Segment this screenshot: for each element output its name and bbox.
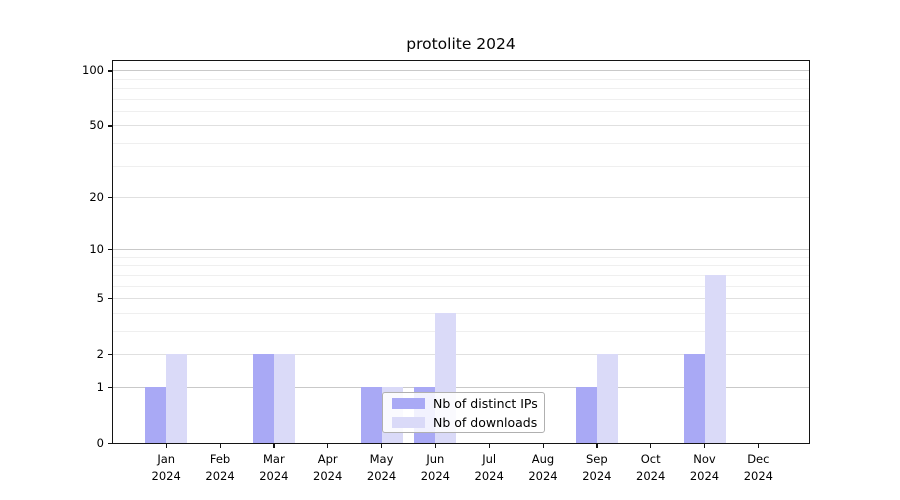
gridline-90 bbox=[113, 78, 809, 80]
ytick-label-5: 5 bbox=[96, 290, 104, 305]
gridline-50 bbox=[113, 125, 809, 127]
gridline-70 bbox=[113, 98, 809, 100]
ytick-mark-0 bbox=[108, 442, 112, 444]
legend-entry-downloads: Nb of downloads bbox=[392, 415, 544, 430]
xtick-mark-Nov bbox=[704, 444, 706, 448]
gridline-20 bbox=[113, 196, 809, 198]
bar-downloads-Mar bbox=[273, 354, 295, 443]
xtick-mark-Feb bbox=[219, 444, 221, 448]
bar-distinct-ips-May bbox=[360, 387, 382, 443]
legend-entry-distinct-ips: Nb of distinct IPs bbox=[392, 396, 544, 411]
xtick-label-Aug: Aug 2024 bbox=[528, 452, 558, 484]
xtick-mark-Mar bbox=[273, 444, 275, 448]
xtick-label-Sep: Sep 2024 bbox=[582, 452, 612, 484]
bar-distinct-ips-Nov bbox=[683, 354, 705, 443]
xtick-label-Jul: Jul 2024 bbox=[474, 452, 504, 484]
ytick-mark-2 bbox=[108, 353, 112, 356]
xtick-label-May: May 2024 bbox=[366, 452, 397, 484]
legend-label-downloads: Nb of downloads bbox=[433, 414, 538, 430]
xtick-mark-Aug bbox=[542, 444, 544, 448]
ytick-mark-5 bbox=[108, 297, 112, 300]
ytick-mark-10 bbox=[108, 249, 112, 251]
ytick-label-100: 100 bbox=[82, 63, 104, 78]
gridline-5 bbox=[113, 297, 809, 299]
gridline-3 bbox=[113, 330, 809, 332]
chart-title: protolite 2024 bbox=[406, 35, 516, 53]
ytick-mark-100 bbox=[108, 70, 112, 72]
gridline-6 bbox=[113, 285, 809, 287]
bar-distinct-ips-Sep bbox=[575, 387, 597, 443]
xtick-mark-Jul bbox=[488, 444, 490, 448]
ytick-label-1: 1 bbox=[96, 379, 104, 394]
bar-downloads-Nov bbox=[704, 275, 726, 443]
legend: Nb of distinct IPs Nb of downloads bbox=[382, 392, 545, 433]
xtick-label-Oct: Oct 2024 bbox=[636, 452, 666, 484]
gridline-9 bbox=[113, 256, 809, 258]
bar-downloads-Sep bbox=[596, 354, 618, 443]
bar-distinct-ips-Mar bbox=[252, 354, 274, 443]
ytick-label-10: 10 bbox=[89, 242, 104, 257]
xtick-mark-Dec bbox=[757, 444, 760, 448]
xtick-mark-Jun bbox=[434, 444, 437, 448]
ytick-mark-1 bbox=[108, 386, 112, 388]
xtick-mark-Apr bbox=[327, 444, 329, 448]
ytick-mark-50 bbox=[108, 125, 112, 127]
legend-swatch-distinct-ips bbox=[392, 397, 425, 409]
plot-area: Nb of distinct IPs Nb of downloads bbox=[112, 60, 810, 444]
gridline-60 bbox=[113, 110, 809, 112]
gridline-30 bbox=[113, 165, 809, 167]
ytick-label-0: 0 bbox=[96, 435, 104, 450]
gridline-8 bbox=[113, 265, 809, 267]
gridline-4 bbox=[113, 312, 809, 314]
xtick-label-Jun: Jun 2024 bbox=[420, 452, 450, 484]
xtick-mark-Jan bbox=[165, 444, 167, 448]
xtick-mark-Sep bbox=[596, 444, 598, 448]
xtick-label-Jan: Jan 2024 bbox=[151, 452, 181, 484]
legend-swatch-downloads bbox=[392, 416, 425, 428]
xtick-label-Feb: Feb 2024 bbox=[205, 452, 235, 484]
gridline-100 bbox=[113, 70, 809, 72]
ytick-label-2: 2 bbox=[96, 346, 104, 361]
gridline-1 bbox=[113, 386, 809, 388]
xtick-label-Mar: Mar 2024 bbox=[259, 452, 289, 484]
bar-distinct-ips-Jan bbox=[145, 387, 167, 443]
gridline-10 bbox=[113, 249, 809, 251]
gridline-40 bbox=[113, 142, 809, 144]
ytick-label-50: 50 bbox=[89, 118, 104, 133]
ytick-label-20: 20 bbox=[89, 189, 104, 204]
legend-label-distinct-ips: Nb of distinct IPs bbox=[433, 395, 538, 411]
xtick-label-Apr: Apr 2024 bbox=[313, 452, 343, 484]
gridline-7 bbox=[113, 274, 809, 276]
bar-downloads-Jan bbox=[166, 354, 188, 443]
xtick-mark-Oct bbox=[650, 444, 652, 448]
ytick-mark-20 bbox=[108, 196, 112, 199]
xtick-label-Nov: Nov 2024 bbox=[689, 452, 720, 484]
gridline-2 bbox=[113, 353, 809, 355]
gridline-80 bbox=[113, 88, 809, 90]
xtick-mark-May bbox=[381, 444, 383, 448]
xtick-label-Dec: Dec 2024 bbox=[743, 452, 773, 484]
